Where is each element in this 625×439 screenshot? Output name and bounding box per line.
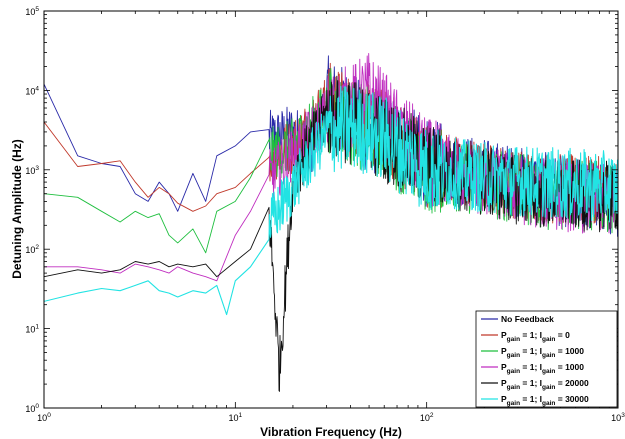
legend-box: [475, 310, 618, 408]
tick-labels: 100 101 102 103 100 101 102 103 104 105: [25, 6, 625, 423]
x-tick-label: 101: [229, 412, 243, 423]
legend-entry: Pgain = 1; Igain = 1000: [501, 346, 584, 359]
y-tick-label: 103: [25, 165, 39, 176]
x-axis-label: Vibration Frequency (Hz): [260, 425, 402, 439]
y-tick-label: 104: [25, 85, 39, 96]
y-tick-label: 102: [25, 244, 39, 255]
legend-entry: No Feedback: [501, 314, 554, 324]
series-line: [44, 86, 618, 316]
legend-entry: Pgain = 1; Igain = 30000: [501, 394, 589, 407]
y-tick-label: 105: [25, 6, 39, 17]
legend-entry: Pgain = 1; Igain = 1000: [501, 362, 584, 375]
series-line: [44, 75, 618, 392]
plot-frame: [43, 10, 619, 409]
x-tick-label: 102: [420, 412, 434, 423]
x-tick-label: 103: [611, 412, 625, 423]
legend: No Feedback Pgain = 1; Igain = 0 Pgain = 1…: [475, 310, 618, 408]
legend-entry: Pgain = 1; Igain = 20000: [501, 378, 589, 391]
y-axis-label: Detuning Amplitude (Hz): [10, 139, 24, 279]
x-tick-label: 100: [37, 412, 51, 423]
y-tick-label: 100: [25, 403, 39, 414]
legend-entry: Pgain = 1; Igain = 0: [501, 330, 570, 343]
series-layer: [44, 53, 618, 392]
y-tick-label: 101: [25, 324, 39, 335]
